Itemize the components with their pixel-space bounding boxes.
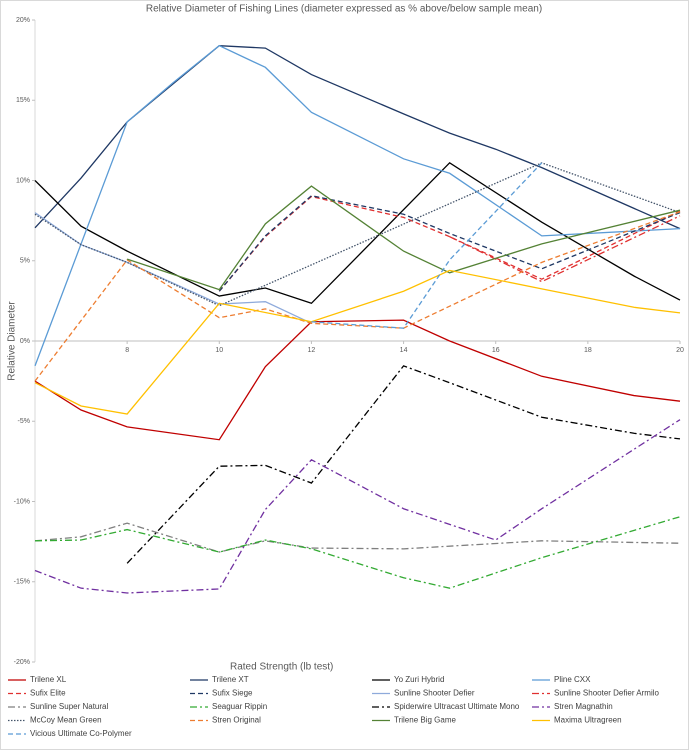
series-line bbox=[34, 269, 681, 415]
legend-label: Trilene XT bbox=[212, 675, 249, 684]
x-tick-label: 20 bbox=[676, 347, 684, 354]
legend-label: Sufix Elite bbox=[30, 689, 66, 698]
x-tick-label: 10 bbox=[215, 347, 223, 354]
legend-label: Trilene XL bbox=[30, 675, 67, 684]
y-tick-label: -5% bbox=[18, 418, 30, 425]
x-tick-label: 14 bbox=[400, 347, 408, 354]
series-line bbox=[218, 195, 681, 292]
x-tick-label: 12 bbox=[308, 347, 316, 354]
series-line bbox=[34, 45, 681, 230]
legend-label: Yo Zuri Hybrid bbox=[394, 675, 444, 684]
series-line bbox=[218, 195, 681, 292]
series-line bbox=[34, 44, 681, 367]
y-tick-label: -10% bbox=[14, 498, 30, 505]
x-axis-label: Rated Strength (lb test) bbox=[230, 662, 333, 673]
y-axis-label: Relative Diameter bbox=[7, 301, 18, 381]
legend-label: Vicious Ultimate Co-Polymer bbox=[30, 729, 132, 738]
y-tick-label: 0% bbox=[20, 338, 30, 345]
y-tick-label: -15% bbox=[14, 579, 30, 586]
series-line bbox=[34, 162, 681, 305]
legend-label: Stren Original bbox=[212, 716, 261, 725]
y-tick-label: 10% bbox=[16, 177, 30, 184]
x-tick-label: 16 bbox=[492, 347, 500, 354]
legend-label: Maxima Ultragreen bbox=[554, 716, 622, 725]
legend-label: Spiderwire Ultracast Ultimate Mono bbox=[394, 702, 520, 711]
legend-label: Stren Magnathin bbox=[554, 702, 613, 711]
chart-title: Relative Diameter of Fishing Lines (diam… bbox=[146, 4, 542, 15]
series-line bbox=[34, 522, 681, 553]
series-line bbox=[126, 185, 681, 291]
y-tick-label: -20% bbox=[14, 659, 30, 666]
series-line bbox=[449, 215, 681, 283]
legend-label: McCoy Mean Green bbox=[30, 716, 102, 725]
y-tick-label: 20% bbox=[16, 17, 30, 24]
x-tick-label: 18 bbox=[584, 347, 592, 354]
legend-label: Seaguar Rippin bbox=[212, 702, 267, 711]
legend-label: Sunline Super Natural bbox=[30, 702, 108, 711]
series-line bbox=[311, 162, 543, 329]
series-line bbox=[34, 516, 681, 589]
legend-label: Pline CXX bbox=[554, 675, 591, 684]
series-line bbox=[34, 162, 681, 307]
legend-label: Sunline Shooter Defier Armilo bbox=[554, 689, 659, 698]
y-tick-label: 15% bbox=[16, 97, 30, 104]
legend-label: Trilene Big Game bbox=[394, 716, 457, 725]
y-tick-label: 5% bbox=[20, 258, 30, 265]
series-line bbox=[34, 211, 681, 382]
legend-label: Sunline Shooter Defier bbox=[394, 689, 475, 698]
x-tick-label: 8 bbox=[125, 347, 129, 354]
series-line bbox=[126, 365, 681, 564]
legend-label: Sufix Siege bbox=[212, 689, 253, 698]
